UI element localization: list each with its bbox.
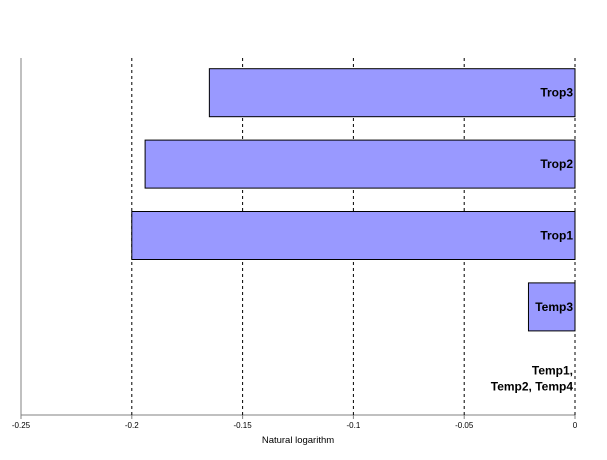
bar-label: Trop1 (540, 229, 573, 243)
bar-trop2 (144, 139, 576, 189)
x-tick-label: -0.05 (455, 421, 474, 430)
x-axis-title: Natural logarithm (262, 435, 334, 446)
x-tick-label: -0.1 (347, 421, 361, 430)
bar-label: Temp3 (535, 300, 573, 314)
bar-temp3 (527, 282, 576, 332)
bar-label: Trop3 (540, 86, 573, 100)
bar-trop3 (208, 68, 576, 118)
x-tick-label: -0.25 (12, 421, 31, 430)
bar-label: Trop2 (540, 157, 573, 171)
x-tick-label: -0.15 (233, 421, 252, 430)
bar-label: Temp1, Temp2, Temp4 (491, 363, 574, 393)
bar-trop1 (131, 211, 576, 260)
x-tick-label: -0.2 (125, 421, 139, 430)
x-tick-label: 0 (573, 421, 578, 430)
